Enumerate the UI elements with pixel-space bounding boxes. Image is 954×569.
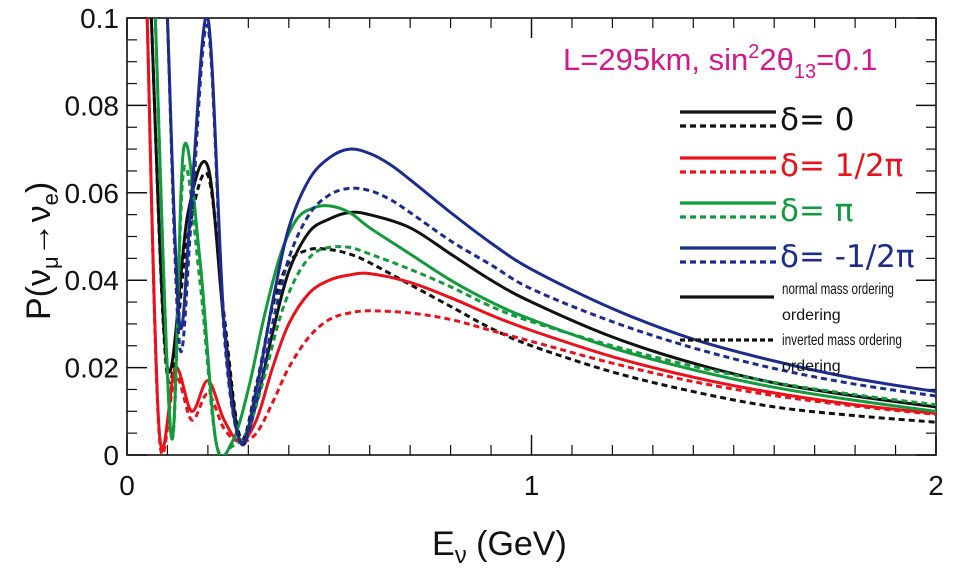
legend-inverted-ordering-text: inverted mass ordering [782,332,902,349]
series-line-7 [165,18,936,446]
x-axis-title: Eν (GeV) [432,525,567,569]
legend-label-delta-0: δ= 0 [780,102,855,138]
series-line-5 [153,18,936,455]
series-line-1 [149,18,936,442]
x-tick-label: 2 [928,470,944,501]
y-tick-label: 0.08 [65,90,120,121]
y-tick-label: 0.06 [65,178,120,209]
y-tick-label: 0.02 [65,353,120,384]
legend-label-delta-pi: δ= π [780,193,853,229]
annotation: L=295km, sin22θ13=0.1 [563,41,877,83]
x-tick-label: 0 [119,470,135,501]
axis-ticks: 0 1 2 0 0.02 0.04 0.06 0.08 0.1 [65,3,944,501]
legend-label-delta-minus-half-pi: δ= -1/2π [780,239,915,275]
y-tick-label: 0.1 [80,3,119,34]
series-line-6 [165,18,936,446]
y-tick-label: 0 [103,440,119,471]
legend-normal-ordering-text-2: ordering [782,307,841,324]
legend-inverted-ordering-text-2: ordering [782,358,841,375]
series-line-4 [153,18,936,455]
series-line-3 [145,18,936,455]
legend: δ= 0 δ= 1/2π δ= π δ= -1/2π normal mass o… [680,102,915,375]
y-tick-label: 0.04 [65,265,120,296]
legend-normal-ordering-text: normal mass ordering [782,281,894,298]
series-line-2 [145,18,936,451]
y-axis-title: P(νμ→νe) [20,182,63,320]
x-tick-label: 1 [524,470,540,501]
series-layer [145,18,936,455]
legend-label-delta-half-pi: δ= 1/2π [780,148,903,184]
